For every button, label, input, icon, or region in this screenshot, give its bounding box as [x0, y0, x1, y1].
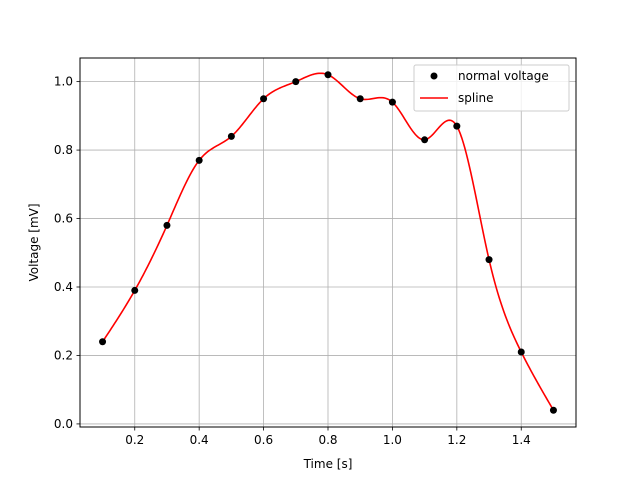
- legend-box: [413, 64, 570, 112]
- x-tick-label: 1.4: [512, 433, 531, 447]
- x-tick-label: 1.0: [383, 433, 402, 447]
- data-point: [131, 286, 139, 294]
- data-point: [99, 338, 107, 346]
- y-tick-label: 0.8: [54, 143, 73, 157]
- data-point: [195, 156, 203, 164]
- data-point: [324, 71, 332, 79]
- data-point: [388, 98, 396, 106]
- ticks: 0.2 0.4 0.6 0.8 1.0 1.2 1.4 0.0 0.2 0.4 0.6 0.8 1.0: [54, 75, 531, 447]
- grid: [80, 58, 576, 427]
- y-tick-label: 0.4: [54, 280, 73, 294]
- y-axis-label: Voltage [mV]: [27, 203, 41, 281]
- data-point: [453, 122, 461, 130]
- data-point: [485, 256, 493, 264]
- legend-marker-normal-voltage: [430, 72, 438, 80]
- data-point: [517, 348, 525, 356]
- x-tick-label: 0.8: [318, 433, 337, 447]
- legend: normal voltage spline: [413, 64, 570, 112]
- x-axis-label: Time [s]: [303, 457, 353, 471]
- y-tick-label: 0.0: [54, 417, 73, 431]
- legend-label-spline: spline: [458, 91, 494, 105]
- data-point: [163, 221, 171, 229]
- x-tick-label: 0.6: [254, 433, 273, 447]
- y-tick-label: 0.6: [54, 212, 73, 226]
- data-point: [260, 95, 268, 103]
- y-tick-label: 1.0: [54, 75, 73, 89]
- x-tick-label: 1.2: [447, 433, 466, 447]
- data-point: [227, 132, 235, 140]
- data-point: [356, 95, 364, 103]
- x-tick-label: 0.2: [125, 433, 144, 447]
- data-point: [421, 136, 429, 144]
- data-point: [292, 78, 300, 86]
- series-layer: [99, 71, 557, 414]
- x-tick-label: 0.4: [190, 433, 209, 447]
- y-tick-label: 0.2: [54, 348, 73, 362]
- data-point: [549, 406, 557, 414]
- legend-label-normal-voltage: normal voltage: [458, 69, 549, 83]
